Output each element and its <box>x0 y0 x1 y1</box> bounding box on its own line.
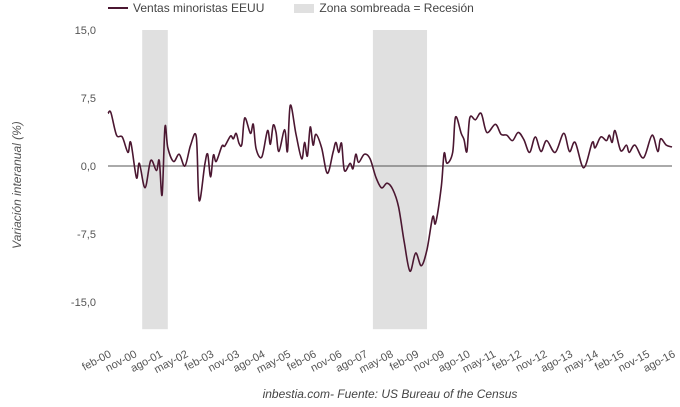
legend-label: Zona sombreada = Recesión <box>319 1 474 15</box>
y-tick-label: 15,0 <box>75 25 96 37</box>
y-tick-label: 7,5 <box>81 93 96 105</box>
legend: Ventas minoristas EEUU Zona sombreada = … <box>108 0 504 16</box>
y-tick-label: -15,0 <box>71 297 96 309</box>
y-tick-label: 0,0 <box>81 161 96 173</box>
recession-band <box>372 30 428 330</box>
legend-label: Ventas minoristas EEUU <box>133 1 265 15</box>
legend-box-swatch <box>294 3 315 13</box>
recession-band <box>142 30 168 330</box>
y-tick-label: -7,5 <box>77 229 96 241</box>
legend-line-swatch <box>108 7 128 9</box>
source-caption: inbestia.com- Fuente: US Bureau of the C… <box>262 387 518 401</box>
legend-item-recession[interactable]: Zona sombreada = Recesión <box>294 1 474 15</box>
legend-item-series[interactable]: Ventas minoristas EEUU <box>108 1 264 15</box>
series-line <box>107 104 673 272</box>
